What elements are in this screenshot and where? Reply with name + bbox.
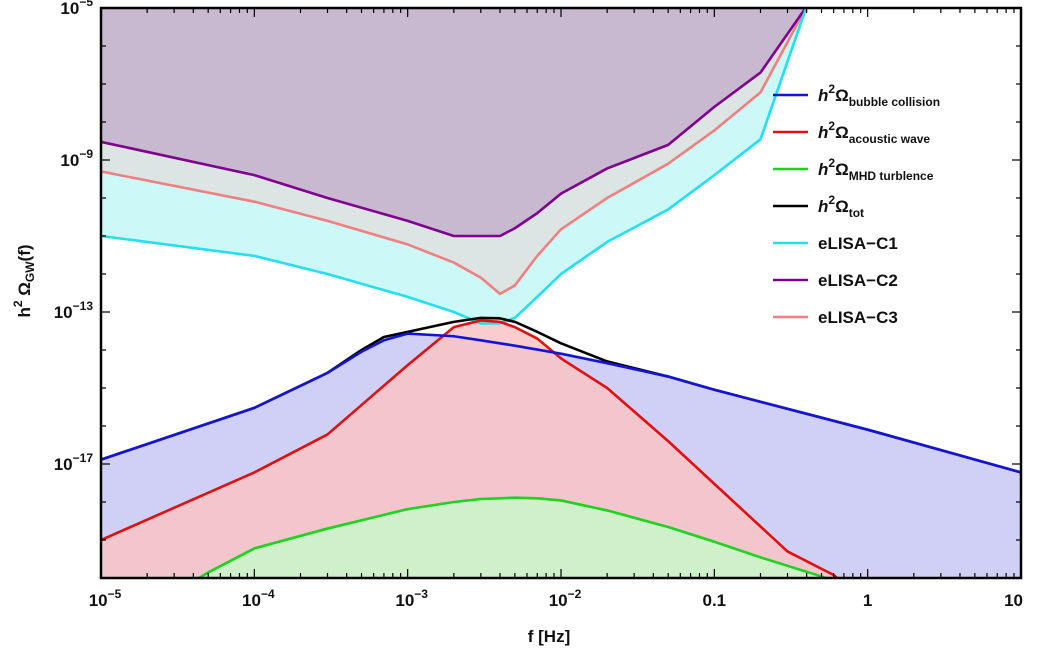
line-acoustic-wave (101, 319, 840, 578)
legend-label: eLISA−C3 (818, 308, 898, 327)
y-axis-title: h2 ΩGW(f) (11, 244, 37, 317)
line-mhd-turblence (196, 496, 830, 578)
y-tick-label: 10−13 (54, 299, 94, 322)
axis-tick-labels: 10−5 10−4 10−3 10−2 0.1 1 10 10−17 10−13 10−9 10−5 (54, 0, 1023, 610)
legend-label: eLISA−C1 (818, 234, 898, 253)
fill-acoustic-wave (101, 320, 838, 578)
legend: h2Ωbubble collision h2Ωacoustic wave h2ΩMH… (773, 82, 940, 327)
legend-item-mhd-turblence: h2ΩMHD turblence (773, 156, 934, 183)
filled-regions (101, 8, 1021, 578)
legend-item-elisa-c1: eLISA−C1 (773, 234, 898, 253)
series-lines (101, 8, 1021, 578)
x-tick-label: 10−3 (395, 587, 428, 610)
x-tick-label: 10−2 (549, 587, 582, 610)
x-tick-label: 10−4 (242, 587, 275, 610)
y-tick-label: 10−5 (60, 0, 93, 18)
line-bubble-collision (101, 332, 1021, 474)
line-elisa-c2 (101, 8, 808, 238)
legend-item-acoustic-wave: h2Ωacoustic wave (773, 119, 930, 146)
fill-MHD-turblence (199, 497, 826, 578)
legend-label: h2Ωacoustic wave (818, 119, 930, 146)
x-axis-title: f [Hz] (528, 627, 570, 646)
x-tick-label: 10 (1004, 591, 1023, 610)
y-tick-label: 10−17 (54, 451, 94, 474)
y-tick-label: 10−9 (60, 147, 93, 170)
legend-item-elisa-c2: eLISA−C2 (773, 271, 898, 290)
legend-label: eLISA−C2 (818, 271, 898, 290)
legend-item-bubble-collision: h2Ωbubble collision (773, 82, 940, 109)
fill-elisa-c2 (101, 8, 806, 236)
legend-label: h2Ωbubble collision (818, 82, 940, 109)
x-tick-label: 10−5 (89, 587, 122, 610)
legend-item-tot: h2Ωtot (773, 193, 864, 220)
x-tick-label: 1 (863, 591, 872, 610)
legend-label: h2ΩMHD turblence (818, 156, 934, 183)
legend-item-elisa-c3: eLISA−C3 (773, 308, 898, 327)
legend-label: h2Ωtot (818, 193, 864, 220)
x-tick-label: 0.1 (703, 591, 727, 610)
axis-ticks (100, 7, 1022, 579)
line-elisa-c3 (101, 8, 808, 296)
line-elisa-c1 (101, 8, 808, 325)
